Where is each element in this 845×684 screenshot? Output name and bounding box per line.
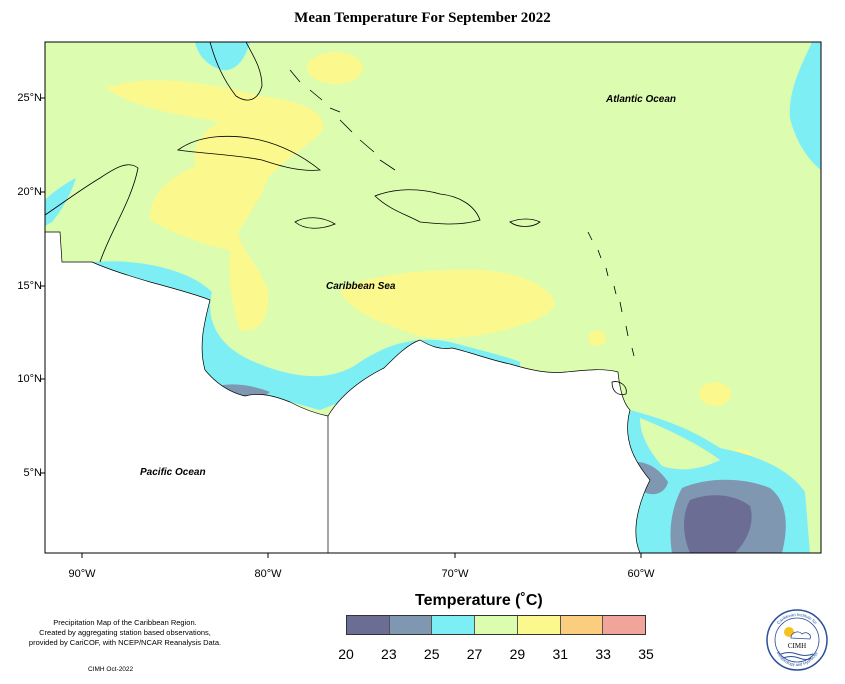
- legend-tick-label: 27: [466, 646, 483, 662]
- legend-tick-label: 33: [595, 646, 611, 662]
- warm-zone-cuba: [105, 80, 324, 331]
- legend-swatch: [603, 616, 646, 634]
- trinidad-outline: [611, 381, 627, 395]
- legend-swatch: [517, 616, 561, 634]
- warm-zone-windward: [588, 330, 606, 346]
- yucatan-outline: [45, 164, 139, 263]
- warm-zone-caribbean: [340, 269, 555, 339]
- land-central-america: [45, 231, 341, 553]
- credits-stamp: CIMH Oct-2022: [88, 666, 134, 673]
- coastlines: [45, 42, 635, 395]
- credits-text: Precipitation Map of the Caribbean Regio…: [10, 618, 240, 648]
- legend-tick-label: 35: [638, 646, 654, 662]
- lon-label-90w: 90°W: [68, 568, 96, 580]
- cool-zone-yucatan: [45, 178, 76, 226]
- credits-line-2: Created by aggregating station based obs…: [39, 628, 211, 637]
- warm-zone-florida: [307, 52, 363, 84]
- credits-line-3: provided by CariCOF, with NCEP/NCAR Rean…: [28, 638, 222, 647]
- pacific-ocean-label: Pacific Ocean: [140, 467, 206, 478]
- lat-label-10n: 10°N: [17, 373, 42, 385]
- lon-label-60w: 60°W: [627, 568, 655, 580]
- lon-label-80w: 80°W: [254, 568, 282, 580]
- jamaica-outline: [294, 217, 336, 229]
- legend-tick-label: 23: [381, 646, 397, 662]
- lesser-antilles-outline: [587, 231, 635, 357]
- cimh-logo: CIMH Caribbean Institute for Meteorology…: [766, 609, 828, 671]
- lat-label-20n: 20°N: [17, 186, 42, 198]
- lat-label-25n: 25°N: [17, 92, 42, 104]
- cloud-icon: [790, 631, 811, 640]
- puerto-rico-outline: [509, 218, 541, 227]
- mild-zone-guiana: [640, 418, 720, 470]
- legend-tick-label: 29: [509, 646, 526, 662]
- sun-icon: [784, 627, 794, 637]
- land-south-america: [327, 339, 651, 553]
- caribbean-sea-label: Caribbean Sea: [326, 281, 396, 292]
- cool-zone-gulf: [195, 42, 250, 71]
- legend-swatch: [560, 616, 604, 634]
- atlantic-ocean-label: Atlantic Ocean: [606, 94, 677, 105]
- legend-color-bar: [346, 615, 646, 635]
- legend-tick-label: 20: [338, 646, 354, 662]
- legend-swatch: [389, 616, 433, 634]
- cuba-outline: [176, 135, 322, 171]
- credits-line-1: Precipitation Map of the Caribbean Regio…: [53, 618, 197, 627]
- warm-zone-east: [699, 382, 731, 406]
- legend-title: Temperature (˚C): [415, 592, 543, 609]
- legend-swatch: [347, 616, 390, 634]
- hispaniola-outline: [374, 189, 481, 225]
- lon-label-70w: 70°W: [441, 568, 469, 580]
- lat-label-5n: 5°N: [23, 467, 42, 479]
- coolest-zone-guiana: [684, 495, 752, 553]
- axis-ticks: [40, 97, 642, 558]
- bahamas-outline: [289, 69, 396, 171]
- lat-label-15n: 15°N: [17, 280, 42, 292]
- legend-tick-label: 31: [552, 646, 569, 662]
- map-frame: [44, 41, 822, 554]
- map-title: Mean Temperature For September 2022: [294, 10, 551, 26]
- legend-tick-label: 25: [423, 646, 440, 662]
- legend-swatch: [475, 616, 518, 634]
- cool-zone-atlantic-east: [789, 42, 821, 170]
- florida-outline: [209, 42, 263, 101]
- logo-text: CIMH: [788, 642, 806, 650]
- legend-swatch: [432, 616, 476, 634]
